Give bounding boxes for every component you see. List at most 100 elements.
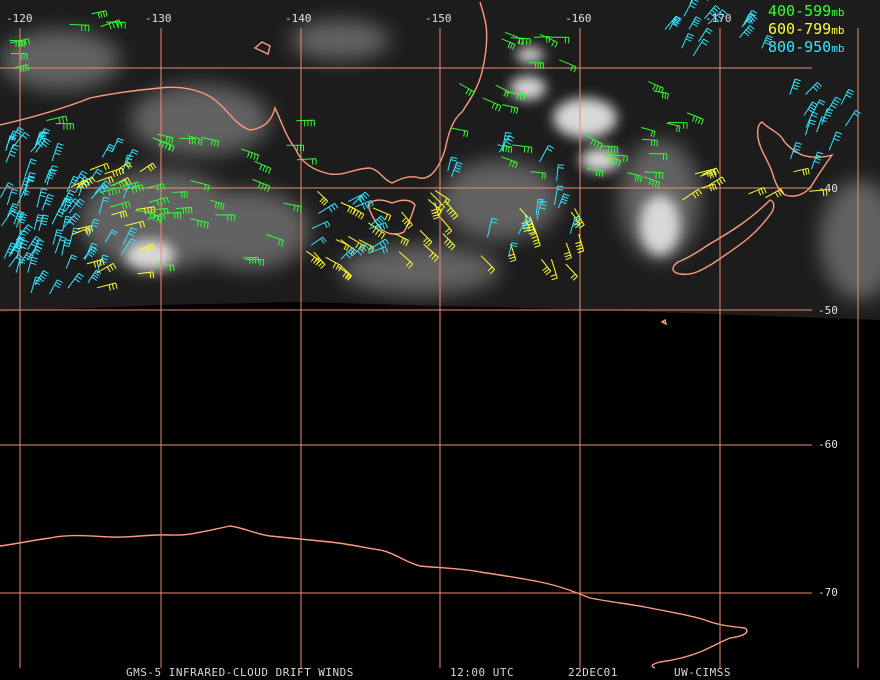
wind-barb	[187, 135, 203, 146]
wind-barb	[517, 216, 533, 235]
wind-barb	[586, 168, 604, 177]
lon-label-150: -150	[425, 12, 452, 25]
wind-barb	[804, 119, 817, 136]
wind-barb	[49, 279, 63, 295]
legend-item-800-950: 800-950mb	[768, 38, 844, 56]
wind-barb	[765, 188, 785, 199]
wind-barb	[46, 115, 68, 124]
wind-barb	[559, 59, 577, 73]
wind-barb	[209, 199, 225, 211]
caption-time: 12:00 UTC	[450, 666, 514, 679]
wind-barb	[401, 211, 413, 229]
wind-barb	[501, 156, 518, 169]
wind-barb	[351, 244, 370, 257]
wind-barbs	[0, 0, 861, 295]
wind-barb	[369, 238, 390, 250]
wind-barb	[138, 243, 156, 254]
latitude-labels: -40 -50 -60 -70	[818, 182, 838, 599]
wind-barb	[139, 162, 157, 173]
wind-barb	[541, 259, 552, 276]
wind-barb	[313, 251, 326, 269]
wind-barb	[535, 198, 545, 215]
wind-barb	[10, 38, 31, 47]
wind-barb	[154, 264, 175, 272]
wind-barb	[7, 203, 19, 217]
wind-barb	[704, 5, 721, 20]
wind-barb	[54, 236, 67, 254]
wind-barb	[297, 158, 317, 165]
wind-barb	[826, 96, 842, 113]
lat-label-40: -40	[818, 182, 838, 195]
wind-barb	[641, 138, 658, 147]
lat-label-60: -60	[818, 438, 838, 451]
wind-barb	[72, 170, 88, 187]
wind-barb	[644, 171, 664, 179]
wind-barb	[175, 206, 193, 215]
wind-barb	[179, 137, 196, 145]
wind-barb	[682, 188, 703, 201]
wind-barb	[24, 158, 37, 177]
wind-barb	[450, 127, 469, 138]
lon-label-120: -120	[6, 12, 33, 25]
wind-barb	[3, 242, 17, 259]
wind-barb	[111, 137, 124, 153]
wind-barb	[27, 256, 38, 273]
wind-barb	[372, 207, 392, 222]
wind-barb	[609, 153, 628, 163]
wind-barb	[459, 83, 475, 98]
wind-barb	[563, 242, 572, 261]
wind-barb	[539, 145, 554, 163]
wind-barb	[828, 131, 843, 151]
wind-barb	[122, 181, 140, 189]
wind-barb	[41, 193, 55, 211]
wind-barb	[94, 180, 111, 195]
caption-date: 22DEC01	[568, 666, 618, 679]
wind-barb	[51, 142, 64, 162]
wind-barb	[5, 143, 19, 163]
coastline-antarctica	[0, 525, 748, 669]
wind-barb	[296, 119, 315, 127]
wind-barb	[368, 222, 386, 240]
wind-barb	[77, 225, 94, 233]
wind-barb	[36, 188, 48, 208]
wind-barb	[556, 164, 565, 181]
wind-barb	[840, 88, 855, 105]
coastline-nz-south	[672, 199, 775, 276]
wind-barb	[15, 213, 28, 228]
wind-barb	[38, 214, 49, 231]
coastline-nz-north	[756, 121, 834, 197]
wind-barb	[8, 244, 23, 257]
wind-barb	[245, 258, 265, 266]
wind-barb	[122, 227, 138, 245]
wind-barb	[91, 10, 108, 19]
wind-barb	[627, 172, 643, 183]
wind-barb	[347, 235, 366, 252]
wind-barb	[505, 91, 526, 101]
wind-barb	[27, 236, 42, 250]
wind-barb	[501, 131, 512, 152]
wind-barb	[55, 123, 74, 130]
wind-barb	[90, 184, 109, 199]
wind-barb	[337, 266, 352, 281]
wind-barb	[442, 233, 456, 251]
wind-barb	[89, 162, 110, 171]
wind-barb	[11, 132, 30, 149]
wind-barb	[510, 37, 531, 45]
wind-barb	[252, 179, 271, 192]
wind-barb	[434, 190, 451, 206]
wind-barb	[482, 97, 502, 112]
wind-barb	[686, 112, 704, 125]
wind-barb	[440, 217, 453, 235]
lat-label-70: -70	[818, 586, 838, 599]
wind-barb	[664, 15, 681, 30]
wind-barb	[812, 99, 826, 114]
wind-barb	[742, 13, 755, 27]
wind-barb	[51, 208, 66, 225]
lon-label-130: -130	[145, 12, 172, 25]
wind-barb	[654, 90, 669, 100]
wind-barb	[266, 234, 284, 247]
wind-barb	[573, 208, 585, 229]
wind-barb	[451, 161, 463, 177]
wind-barb	[430, 202, 440, 220]
wind-barb	[104, 167, 125, 178]
